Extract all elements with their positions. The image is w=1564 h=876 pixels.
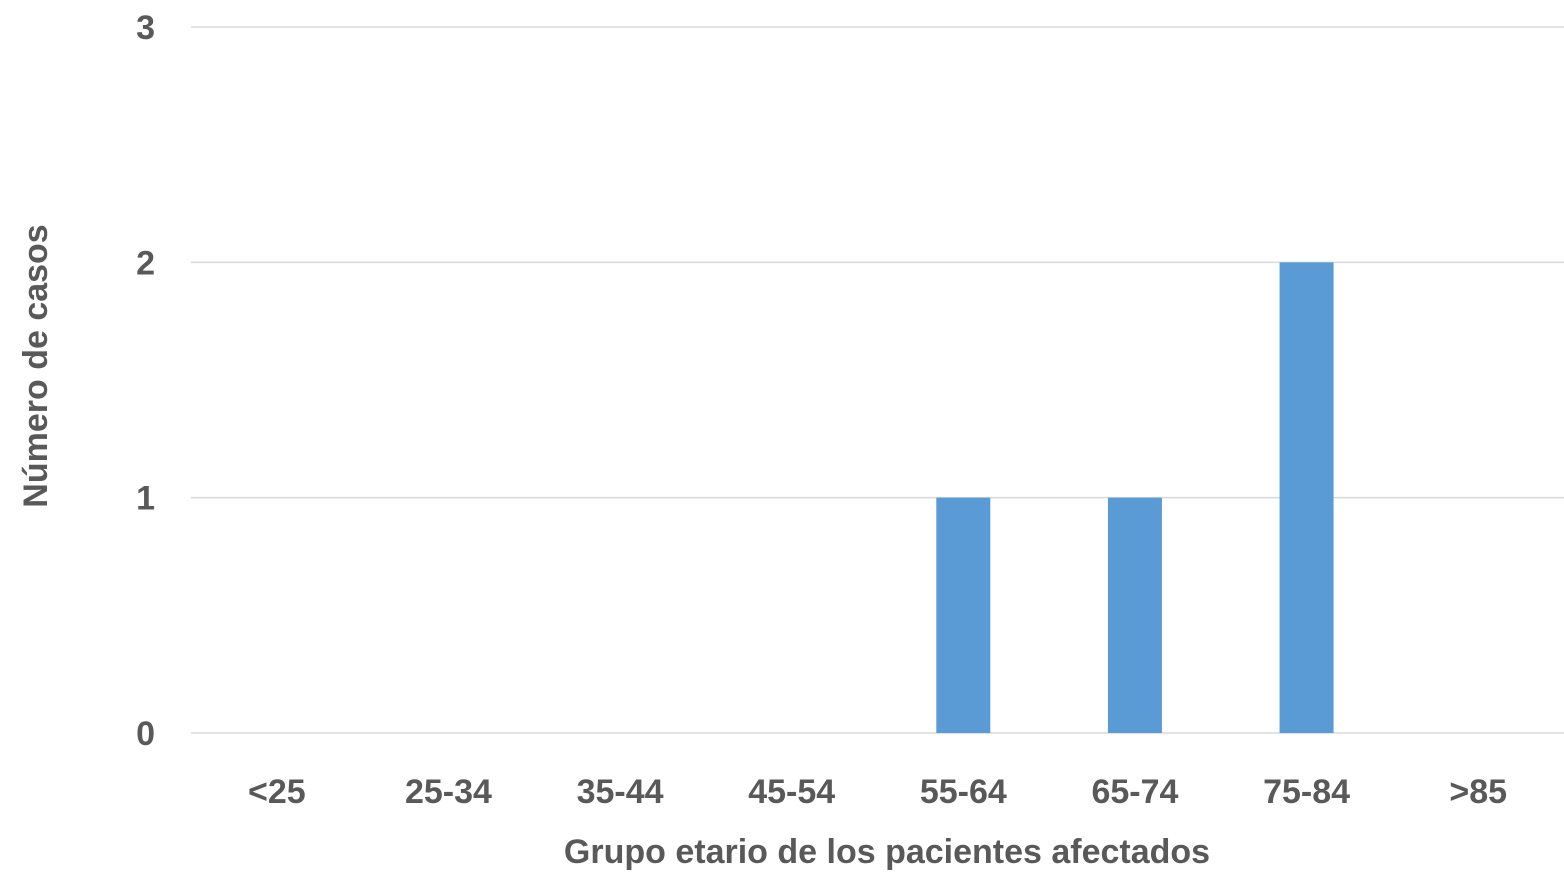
bar-65-74 bbox=[1107, 497, 1162, 733]
x-tick-label: <25 bbox=[248, 773, 306, 811]
y-tick-label: 2 bbox=[136, 244, 155, 282]
x-tick-label: 45-54 bbox=[748, 773, 835, 811]
bar-55-64 bbox=[936, 497, 991, 733]
x-tick-label: 75-84 bbox=[1263, 773, 1350, 811]
x-tick-label: 55-64 bbox=[920, 773, 1007, 811]
gridlines bbox=[191, 26, 1564, 734]
y-tick-label: 3 bbox=[136, 9, 155, 47]
x-tick-label: 35-44 bbox=[577, 773, 664, 811]
y-tick-labels: 0 1 2 3 bbox=[136, 9, 155, 753]
x-tick-label: >85 bbox=[1449, 773, 1507, 811]
x-tick-label: 25-34 bbox=[405, 773, 492, 811]
bar-75-84 bbox=[1279, 262, 1334, 733]
y-tick-label: 1 bbox=[136, 480, 155, 518]
y-tick-label: 0 bbox=[136, 715, 155, 753]
x-axis-title: Grupo etario de los pacientes afectados bbox=[564, 833, 1210, 871]
y-axis-title: Número de casos bbox=[17, 224, 55, 507]
x-tick-label: 65-74 bbox=[1091, 773, 1178, 811]
bars bbox=[936, 262, 1334, 733]
x-tick-labels: <25 25-34 35-44 45-54 55-64 65-74 75-84 >85 bbox=[248, 773, 1507, 811]
